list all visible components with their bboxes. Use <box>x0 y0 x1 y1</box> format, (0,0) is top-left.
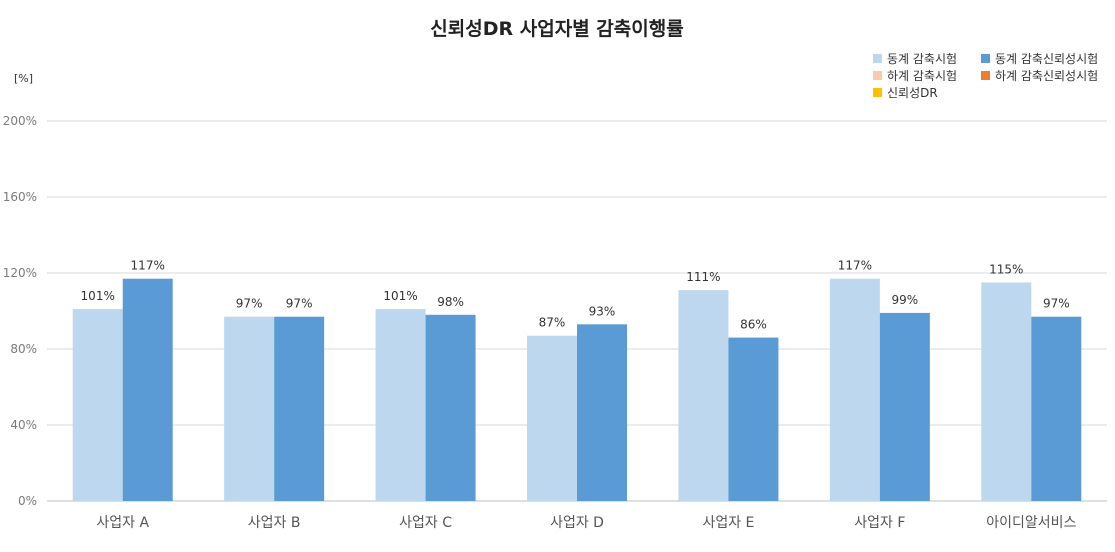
data-labels: 101% 117% 97% 97% 101% 98% 87% 93% 111% 86% 117% 99… <box>81 259 1070 332</box>
x-tick-label: 아이디알서비스 <box>986 515 1076 531</box>
x-tick-label: 사업자 C <box>399 515 452 531</box>
data-label: 101% <box>383 289 417 303</box>
legend-swatch <box>981 54 990 63</box>
x-axis: 사업자 A 사업자 B 사업자 C 사업자 D 사업자 E 사업자 F 아이디알서비스 <box>96 515 1076 531</box>
legend-swatch <box>873 71 882 80</box>
data-label: 98% <box>437 295 464 309</box>
data-label: 99% <box>892 293 919 307</box>
x-tick-label: 사업자 E <box>702 515 754 531</box>
y-tick-label: 120% <box>3 266 37 280</box>
legend-swatch <box>981 71 990 80</box>
data-label: 93% <box>589 304 616 318</box>
y-tick-label: 80% <box>10 342 37 356</box>
bar <box>274 316 325 501</box>
legend-label: 신뢰성DR <box>887 86 938 100</box>
y-tick-label: 0% <box>18 494 37 508</box>
bar <box>577 324 627 501</box>
x-tick-label: 사업자 A <box>96 515 149 531</box>
x-tick-label: 사업자 F <box>854 515 905 531</box>
x-tick-label: 사업자 D <box>550 515 604 531</box>
data-label: 117% <box>838 259 872 273</box>
bar <box>829 278 880 501</box>
x-tick-label: 사업자 B <box>248 515 301 531</box>
y-tick-label: 40% <box>10 418 37 432</box>
bar <box>72 309 123 501</box>
legend-swatch <box>873 54 882 63</box>
bar <box>981 282 1032 501</box>
legend-label: 동계 감축신뢰성시험 <box>995 52 1098 66</box>
y-tick-label: 160% <box>3 190 37 204</box>
legend-label: 하계 감축신뢰성시험 <box>995 69 1098 83</box>
bar <box>375 309 426 501</box>
legend-label: 동계 감축시험 <box>887 52 957 66</box>
bar <box>1031 316 1082 501</box>
bar <box>224 316 275 501</box>
bar <box>879 312 930 501</box>
data-label: 97% <box>236 297 263 311</box>
bar <box>728 337 779 501</box>
data-label: 115% <box>989 263 1023 277</box>
data-label: 97% <box>1043 297 1070 311</box>
bar <box>425 314 476 501</box>
data-label: 86% <box>740 318 767 332</box>
data-label: 117% <box>131 259 165 273</box>
data-label: 101% <box>81 289 115 303</box>
bars <box>72 278 1082 501</box>
bar <box>527 335 577 501</box>
y-axis-unit-label: [%] <box>14 72 33 85</box>
legend-swatch <box>873 88 882 97</box>
bar <box>678 290 729 501</box>
data-label: 111% <box>686 270 720 284</box>
legend-label: 하계 감축시험 <box>887 69 957 83</box>
bar <box>122 278 173 501</box>
y-tick-label: 200% <box>3 114 37 128</box>
gridlines: 0% 40% 80% 120% 160% 200% <box>3 114 1107 508</box>
data-label: 87% <box>539 316 566 330</box>
chart-title: 신뢰성DR 사업자별 감축이행률 <box>430 18 683 40</box>
data-label: 97% <box>286 297 313 311</box>
